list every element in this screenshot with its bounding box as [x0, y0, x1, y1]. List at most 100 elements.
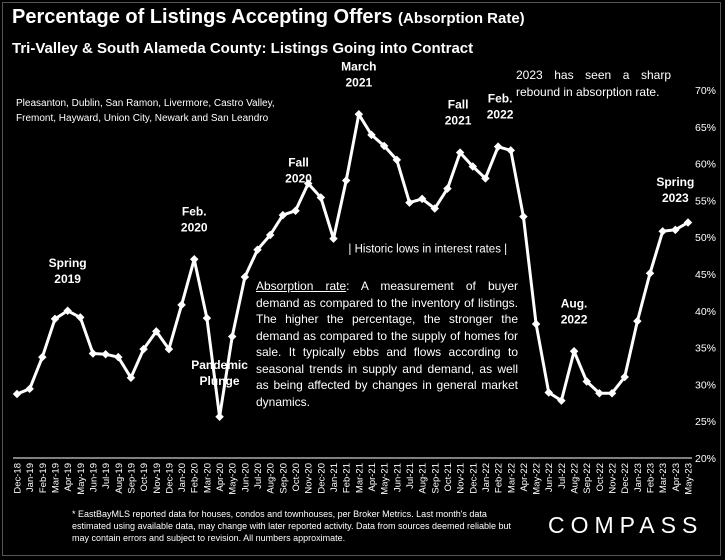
x-tick-label: Mar-23: [658, 463, 669, 493]
data-point: [443, 184, 452, 193]
annotation-label: Spring: [656, 175, 694, 189]
annotation-label: Feb.: [488, 92, 513, 106]
data-point: [291, 206, 300, 215]
x-tick-label: Jan-20: [177, 463, 188, 492]
x-tick-label: Jul-20: [253, 463, 264, 489]
x-tick-label: Feb-23: [646, 463, 657, 493]
data-point: [126, 373, 136, 383]
source-footnote: * EastBayMLS reported data for houses, c…: [72, 509, 512, 543]
title-suffix: (Absorption Rate): [398, 10, 525, 27]
data-point: [569, 347, 579, 356]
y-tick-label: 45%: [695, 269, 716, 281]
data-point: [557, 396, 566, 405]
x-tick-label: Dec-19: [164, 463, 175, 494]
x-tick-label: Nov-21: [456, 463, 467, 494]
x-tick-label: Mar-21: [354, 463, 365, 493]
x-tick-label: Apr-20: [215, 463, 226, 492]
x-tick-label: Jan-19: [25, 463, 36, 492]
data-point: [38, 352, 47, 362]
data-point: [227, 332, 237, 341]
x-tick-label: Oct-20: [291, 463, 302, 492]
data-point: [88, 349, 98, 358]
x-tick-label: Jun-22: [544, 463, 555, 492]
annotation-label: 2020: [181, 220, 208, 234]
data-point: [240, 272, 250, 282]
annotation-label: 2020: [285, 172, 312, 186]
data-point: [114, 352, 123, 362]
annotation-label: Aug.: [561, 296, 588, 310]
x-tick-label: Mar-22: [506, 463, 517, 493]
compass-logo: COMPASS: [548, 512, 704, 538]
y-axis: 20% 25% 30% 35% 40% 45% 50% 55% 60% 65% 70%: [695, 85, 716, 465]
y-tick-label: 25%: [695, 416, 716, 428]
annotation-label: 2021: [445, 114, 472, 128]
y-tick-label: 40%: [695, 306, 716, 318]
data-point: [595, 388, 604, 398]
data-point: [367, 130, 376, 140]
x-tick-label: Mar-20: [202, 463, 213, 493]
data-point: [531, 319, 541, 329]
data-point: [139, 344, 148, 354]
annotation-label: March: [341, 59, 376, 73]
x-tick-label: Jun-20: [240, 463, 251, 492]
x-tick-label: Dec-20: [316, 463, 327, 494]
x-tick-label: Mar-19: [50, 463, 61, 493]
annotation-label: 2023: [662, 191, 689, 205]
data-point: [620, 372, 629, 382]
data-point: [506, 146, 515, 155]
annotation-label: Plunge: [200, 374, 240, 388]
x-tick-label: Oct-19: [139, 463, 150, 492]
x-tick-label: Dec-18: [13, 463, 24, 494]
x-tick-label: Nov-20: [304, 463, 315, 494]
data-point: [177, 300, 186, 310]
data-point: [379, 141, 389, 151]
data-point: [405, 198, 414, 207]
x-tick-label: Apr-21: [367, 463, 378, 492]
x-axis: Dec-18 Jan-19 Feb-19 Mar-19 Apr-19 May-19 Jun-…: [13, 457, 695, 495]
x-tick-label: Feb-21: [342, 463, 353, 493]
annotation-label: 2021: [345, 75, 372, 89]
annotation-label: Pandemic: [191, 358, 248, 372]
annotation-label: 2022: [561, 312, 588, 326]
annotation-label: Fall: [448, 98, 469, 112]
x-tick-label: Nov-19: [152, 463, 163, 494]
data-point: [519, 212, 528, 221]
y-tick-label: 30%: [695, 379, 716, 391]
x-tick-label: Jan-22: [481, 463, 492, 492]
data-point: [455, 148, 465, 157]
data-point: [202, 313, 212, 323]
definition-body: : A measurement of buyer demand as compa…: [256, 279, 518, 409]
x-tick-label: Apr-22: [519, 463, 530, 492]
data-point: [215, 412, 224, 422]
y-tick-label: 50%: [695, 232, 716, 244]
annotations: Spring 2019 Feb. 2020 Pandemic Plunge Fall 2020…: [49, 59, 695, 387]
data-point: [303, 179, 313, 188]
x-tick-label: Jun-21: [392, 463, 403, 492]
y-tick-label: 60%: [695, 159, 716, 171]
x-tick-label: Sep-20: [278, 463, 289, 494]
data-point: [12, 389, 22, 399]
data-point: [316, 193, 326, 202]
x-tick-label: Aug-20: [266, 463, 277, 494]
title-main: Percentage of Listings Accepting Offers: [12, 6, 393, 28]
x-tick-label: May-19: [76, 463, 87, 495]
x-tick-label: Aug-21: [418, 463, 429, 494]
data-point: [607, 388, 617, 398]
x-tick-label: Apr-23: [671, 463, 682, 492]
x-tick-label: Dec-21: [468, 463, 479, 494]
data-point: [76, 313, 85, 322]
x-tick-label: Oct-22: [595, 463, 606, 492]
data-point: [354, 110, 364, 119]
data-point: [63, 306, 72, 316]
data-point: [190, 255, 199, 264]
annotation-label: 2019: [54, 272, 81, 286]
annotation-label: | Historic lows in interest rates |: [348, 243, 507, 255]
data-point: [633, 316, 642, 326]
data-point: [50, 314, 60, 324]
x-tick-label: Apr-19: [63, 463, 74, 492]
data-point: [430, 204, 440, 213]
data-point: [101, 349, 110, 359]
x-tick-label: May-23: [684, 463, 695, 495]
annotation-label: Feb.: [182, 204, 207, 218]
